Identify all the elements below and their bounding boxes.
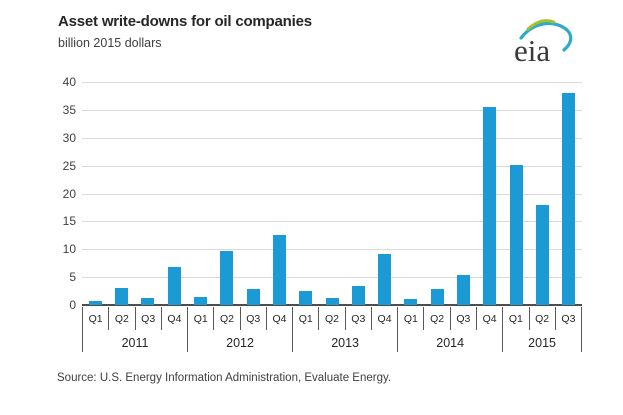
bar-2013-q4 xyxy=(378,254,392,305)
y-axis-tick-label: 40 xyxy=(62,75,76,89)
quarter-label: Q2 xyxy=(530,307,556,330)
bar-2011-q3 xyxy=(141,298,155,305)
y-axis-tick-label: 30 xyxy=(62,130,76,145)
bar-2015-q2 xyxy=(536,205,550,305)
y-axis-tick-label: 35 xyxy=(62,102,76,117)
gridline xyxy=(82,249,582,251)
year-label: 2013 xyxy=(293,330,399,352)
bar-2015-q1 xyxy=(509,165,523,305)
quarter-label: Q1 xyxy=(293,307,320,330)
quarter-label: Q4 xyxy=(372,307,399,330)
quarter-label: Q1 xyxy=(188,307,215,330)
bar-2011-q2 xyxy=(114,288,128,305)
quarter-label: Q1 xyxy=(398,307,425,330)
bar-2012-q2 xyxy=(220,251,234,305)
year-label: 2015 xyxy=(503,330,582,352)
bar-2011-q1 xyxy=(88,301,102,305)
year-label-row: 2011 2012 2013 2014 2015 xyxy=(82,330,582,352)
source-note: Source: U.S. Energy Information Administ… xyxy=(57,372,392,384)
gridline xyxy=(82,193,582,195)
bar-2013-q2 xyxy=(325,298,339,305)
quarter-label-row: Q1 Q2 Q3 Q4 Q1 Q2 Q3 Q4 Q1 Q2 Q3 Q4 Q1 Q2 Q3 Q4 Q1 Q2 Q3 xyxy=(82,307,583,330)
bar-2015-q3 xyxy=(562,93,576,305)
gridline xyxy=(82,221,582,223)
quarter-label: Q2 xyxy=(109,307,136,330)
bar-2012-q1 xyxy=(193,297,207,305)
quarter-label: Q3 xyxy=(241,307,267,330)
gridline xyxy=(82,109,582,111)
quarter-label: Q2 xyxy=(319,307,346,330)
bar-2013-q1 xyxy=(299,291,313,305)
quarter-label: Q4 xyxy=(162,307,189,330)
quarter-label: Q1 xyxy=(503,307,530,330)
x-axis-line xyxy=(82,304,582,306)
quarter-label: Q4 xyxy=(267,307,294,330)
logo-text: eia xyxy=(514,33,550,68)
logo-swoosh-blue-icon xyxy=(519,22,573,52)
gridline xyxy=(82,277,582,279)
y-axis-tick-label: 20 xyxy=(62,186,76,201)
chart-subtitle: billion 2015 dollars xyxy=(58,36,162,50)
gridline xyxy=(82,82,582,83)
y-axis-tick-label: 15 xyxy=(62,214,76,229)
y-axis-tick-label: 25 xyxy=(62,158,76,173)
chart-title: Asset write-downs for oil companies xyxy=(58,13,312,30)
quarter-label: Q1 xyxy=(83,307,110,330)
gridline xyxy=(82,165,582,167)
quarter-label: Q3 xyxy=(136,307,162,330)
quarter-label: Q4 xyxy=(477,307,504,330)
quarter-label: Q2 xyxy=(424,307,451,330)
x-axis: Q1 Q2 Q3 Q4 Q1 Q2 Q3 Q4 Q1 Q2 Q3 Q4 Q1 Q2 Q3 Q4 Q1 Q2 Q3 2… xyxy=(82,307,583,352)
year-label: 2012 xyxy=(188,330,294,352)
bar-2014-q4 xyxy=(483,107,497,305)
y-axis-tick-label: 10 xyxy=(62,242,76,257)
quarter-label: Q3 xyxy=(346,307,372,330)
year-label: 2011 xyxy=(83,330,189,352)
y-axis-tick-label: 5 xyxy=(69,270,76,285)
bar-2012-q3 xyxy=(246,289,260,305)
bar-2014-q2 xyxy=(430,289,444,305)
y-axis-tick-label: 0 xyxy=(69,298,76,312)
quarter-label: Q3 xyxy=(451,307,477,330)
bar-2012-q4 xyxy=(272,235,286,305)
bar-2014-q1 xyxy=(404,299,418,305)
bar-2014-q3 xyxy=(457,275,471,305)
gridline xyxy=(82,137,582,139)
eia-logo: eia xyxy=(514,19,573,68)
year-label: 2014 xyxy=(398,330,504,352)
bar-2013-q3 xyxy=(351,286,365,305)
quarter-label: Q3 xyxy=(556,307,583,330)
bar-2011-q4 xyxy=(167,267,181,305)
quarter-label: Q2 xyxy=(214,307,241,330)
plot-area xyxy=(82,82,582,306)
logo-leaf-green-icon xyxy=(526,19,556,31)
